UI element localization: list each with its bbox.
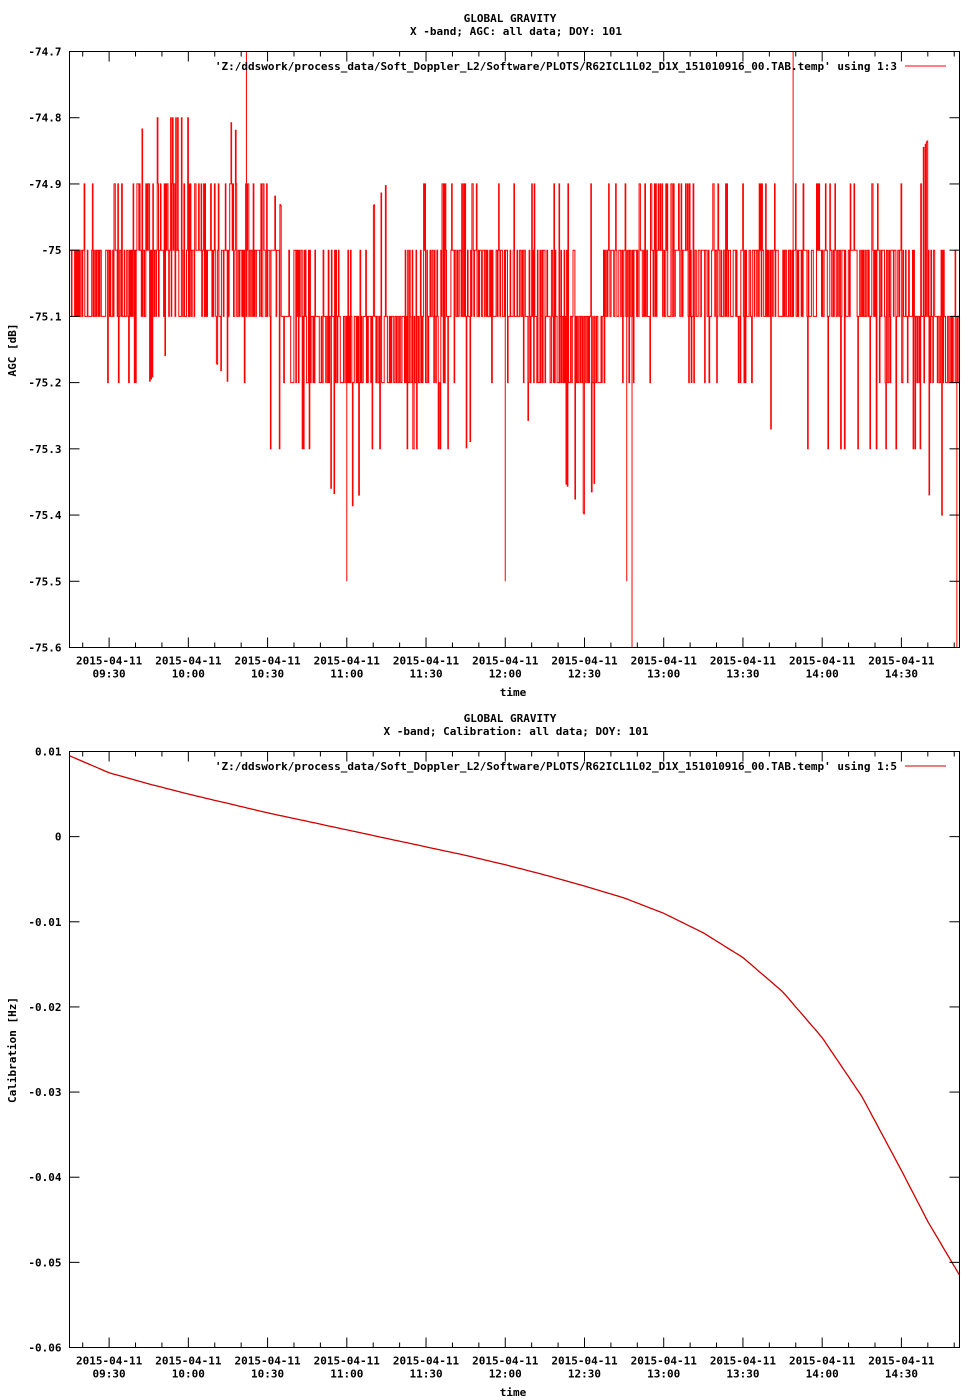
y-tick-label: -0.03 xyxy=(28,1086,61,1099)
y-axis-label: AGC [dB] xyxy=(6,324,19,377)
x-tick-date: 2015-04-11 xyxy=(155,655,222,668)
y-tick-label: -75.5 xyxy=(28,575,61,588)
chart-subtitle: X -band; Calibration: all data; DOY: 101 xyxy=(384,725,649,738)
y-tick-label: -74.9 xyxy=(28,178,61,191)
ticks-layer: 0.01 0 -0.01 -0.02 -0.03 -0.04 -0.05 -0.06 2015-… xyxy=(28,746,960,1381)
y-tick-label: -74.7 xyxy=(28,46,61,59)
ticks-layer: -74.7 -74.8 -74.9 -75 -75.1 -75.2 -75.3 -75.4 -7… xyxy=(28,46,960,681)
y-tick-label: 0.01 xyxy=(35,746,62,759)
x-tick-date: 2015-04-11 xyxy=(868,655,935,668)
y-tick-label: -75.3 xyxy=(28,443,61,456)
x-tick-date: 2015-04-11 xyxy=(789,655,856,668)
x-tick-date: 2015-04-11 xyxy=(76,1355,143,1368)
x-tick-time: 10:00 xyxy=(172,668,205,681)
agc-chart: GLOBAL GRAVITY X -band; AGC: all data; D… xyxy=(6,12,960,699)
series-line xyxy=(69,117,960,516)
x-tick-date: 2015-04-11 xyxy=(551,1355,618,1368)
y-tick-label: -75.2 xyxy=(28,377,61,390)
x-tick-date: 2015-04-11 xyxy=(393,1355,460,1368)
plot-frame xyxy=(69,751,960,1348)
x-tick-time: 12:30 xyxy=(568,668,601,681)
y-axis-label: Calibration [Hz] xyxy=(6,997,19,1103)
x-tick-date: 2015-04-11 xyxy=(631,655,698,668)
y-tick-label: -0.01 xyxy=(28,916,61,929)
x-tick-time: 12:00 xyxy=(489,668,522,681)
y-tick-label: -0.04 xyxy=(28,1171,61,1184)
x-tick-time: 14:30 xyxy=(885,1368,918,1381)
x-tick-date: 2015-04-11 xyxy=(234,1355,301,1368)
y-tick-label: -0.05 xyxy=(28,1256,61,1269)
y-tick-label: -75.6 xyxy=(28,642,61,655)
legend-label: 'Z:/ddswork/process_data/Soft_Doppler_L2… xyxy=(215,60,897,73)
x-tick-date: 2015-04-11 xyxy=(710,1355,777,1368)
x-tick-date: 2015-04-11 xyxy=(551,655,618,668)
plot-frame xyxy=(69,51,960,648)
x-tick-date: 2015-04-11 xyxy=(314,655,381,668)
x-tick-time: 09:30 xyxy=(93,1368,126,1381)
x-tick-time: 10:00 xyxy=(172,1368,205,1381)
series-layer xyxy=(69,51,960,648)
y-tick-label: -74.8 xyxy=(28,112,61,125)
x-tick-date: 2015-04-11 xyxy=(393,655,460,668)
x-tick-time: 11:00 xyxy=(330,668,363,681)
y-tick-label: -0.02 xyxy=(28,1001,61,1014)
x-tick-time: 11:00 xyxy=(330,1368,363,1381)
x-tick-time: 11:30 xyxy=(409,1368,442,1381)
x-tick-date: 2015-04-11 xyxy=(234,655,301,668)
x-tick-date: 2015-04-11 xyxy=(314,1355,381,1368)
x-tick-date: 2015-04-11 xyxy=(155,1355,222,1368)
y-tick-label: -75.4 xyxy=(28,509,61,522)
x-tick-date: 2015-04-11 xyxy=(472,1355,539,1368)
x-tick-time: 13:00 xyxy=(647,668,680,681)
chart-title: GLOBAL GRAVITY xyxy=(464,12,557,25)
legend-label: 'Z:/ddswork/process_data/Soft_Doppler_L2… xyxy=(215,760,897,773)
y-tick-label: -75.1 xyxy=(28,310,61,323)
x-tick-time: 12:30 xyxy=(568,1368,601,1381)
legend: 'Z:/ddswork/process_data/Soft_Doppler_L2… xyxy=(215,60,946,73)
chart-title: GLOBAL GRAVITY xyxy=(464,712,557,725)
x-tick-time: 14:00 xyxy=(806,1368,839,1381)
x-tick-time: 13:30 xyxy=(726,668,759,681)
x-tick-time: 09:30 xyxy=(93,668,126,681)
x-tick-date: 2015-04-11 xyxy=(868,1355,935,1368)
x-tick-time: 13:00 xyxy=(647,1368,680,1381)
chart-subtitle: X -band; AGC: all data; DOY: 101 xyxy=(410,25,622,38)
x-tick-time: 13:30 xyxy=(726,1368,759,1381)
x-tick-time: 10:30 xyxy=(251,668,284,681)
y-tick-label: -75 xyxy=(42,244,62,257)
legend: 'Z:/ddswork/process_data/Soft_Doppler_L2… xyxy=(215,760,946,773)
x-tick-time: 14:00 xyxy=(806,668,839,681)
calibration-chart: GLOBAL GRAVITY X -band; Calibration: all… xyxy=(6,712,961,1399)
x-tick-time: 12:00 xyxy=(489,1368,522,1381)
x-axis-label: time xyxy=(500,686,527,699)
x-tick-date: 2015-04-11 xyxy=(631,1355,698,1368)
y-tick-label: 0 xyxy=(55,831,62,844)
series-line xyxy=(69,755,961,1276)
x-axis-label: time xyxy=(500,1386,527,1399)
y-tick-label: -0.06 xyxy=(28,1342,61,1355)
x-tick-date: 2015-04-11 xyxy=(710,655,777,668)
x-tick-date: 2015-04-11 xyxy=(76,655,143,668)
x-tick-date: 2015-04-11 xyxy=(789,1355,856,1368)
series-layer xyxy=(69,755,961,1276)
x-tick-time: 11:30 xyxy=(409,668,442,681)
x-tick-time: 14:30 xyxy=(885,668,918,681)
x-tick-date: 2015-04-11 xyxy=(472,655,539,668)
x-tick-time: 10:30 xyxy=(251,1368,284,1381)
